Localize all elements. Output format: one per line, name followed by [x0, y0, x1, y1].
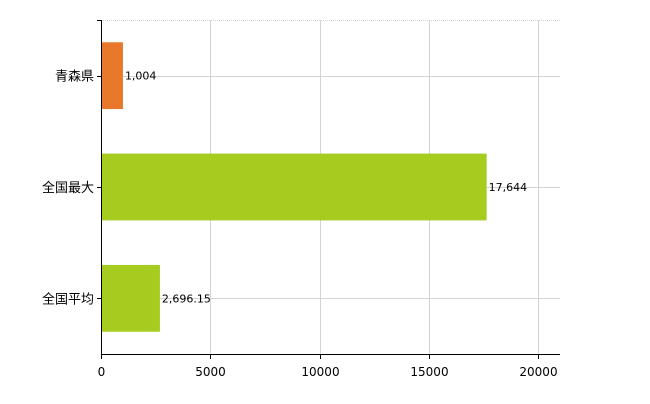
bars	[101, 42, 487, 332]
axes	[97, 20, 560, 359]
category-label-2: 全国平均	[42, 291, 94, 307]
x-tick-label-3: 15000	[410, 365, 448, 379]
category-label-1: 全国最大	[42, 180, 94, 196]
bar-0	[101, 42, 123, 110]
bar-2	[101, 264, 160, 332]
data-label-0: 1,004	[125, 70, 157, 83]
data-label-1: 17,644	[489, 181, 528, 194]
data-label-2: 2,696.15	[162, 292, 211, 305]
x-tick-label-0: 0	[98, 365, 106, 379]
bar-1	[101, 153, 487, 221]
category-label-0: 青森県	[55, 70, 94, 85]
x-tick-label-1: 5000	[195, 365, 226, 379]
x-tick-label-2: 10000	[301, 365, 339, 379]
x-tick-label-4: 20000	[519, 365, 557, 379]
